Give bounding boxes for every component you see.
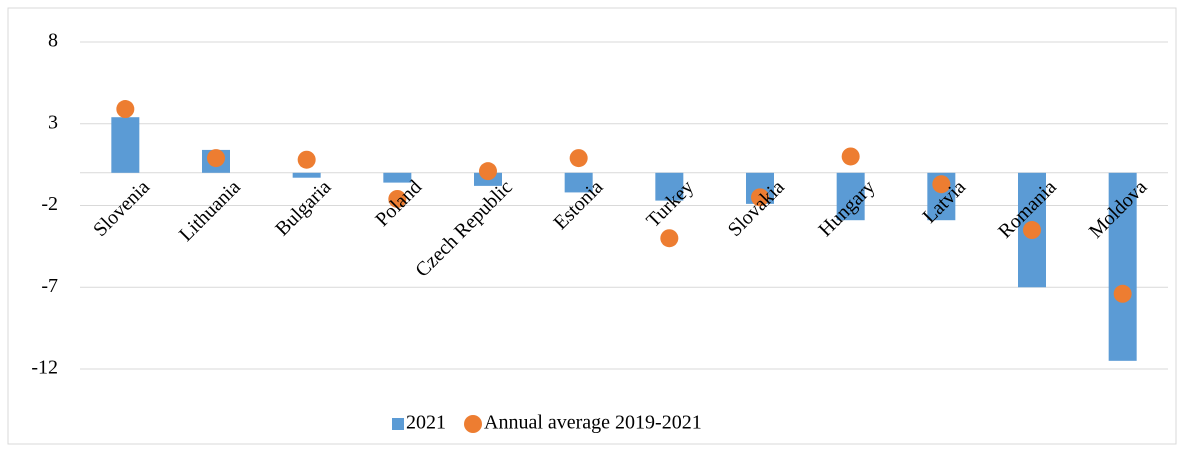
point — [479, 162, 497, 181]
bar — [836, 172, 865, 221]
point — [569, 149, 588, 168]
bar — [655, 172, 684, 201]
point — [751, 188, 769, 207]
point — [297, 150, 316, 169]
point — [388, 189, 407, 208]
legend-swatch — [464, 415, 482, 433]
point — [660, 229, 679, 248]
point — [207, 149, 225, 168]
point — [841, 147, 860, 166]
chart-border — [7, 7, 1177, 445]
point — [932, 175, 951, 194]
point — [1023, 221, 1041, 240]
bar — [383, 172, 412, 183]
x-tick-label: Poland — [371, 176, 426, 231]
legend-label: 2021 — [406, 412, 446, 434]
point — [1113, 284, 1132, 303]
y-tick-label: 8 — [48, 30, 58, 52]
bar — [564, 172, 593, 193]
x-tick-label: Bulgaria — [271, 176, 335, 240]
x-tick-label: Czech Republic — [411, 176, 517, 282]
y-tick-label: -7 — [41, 275, 58, 297]
y-tick-label: 3 — [48, 111, 58, 133]
point — [116, 100, 135, 119]
x-tick-label: Slovenia — [89, 176, 154, 241]
x-tick-label: Lithuania — [175, 176, 245, 246]
bar — [111, 117, 140, 173]
bar — [1108, 172, 1137, 361]
legend-swatch — [392, 418, 404, 430]
y-tick-label: -12 — [31, 357, 58, 379]
y-tick-label: -2 — [41, 193, 58, 215]
bar — [292, 172, 321, 178]
legend-label: Annual average 2019-2021 — [484, 412, 702, 434]
